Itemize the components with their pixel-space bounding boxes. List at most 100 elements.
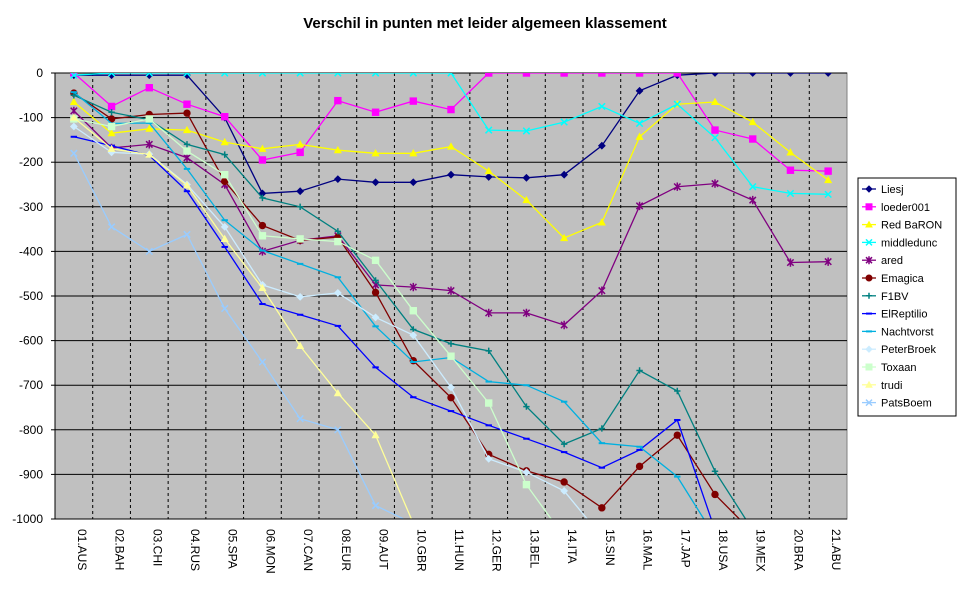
data-point — [597, 218, 606, 226]
y-tick-label: -600 — [19, 334, 43, 348]
legend-label: trudi — [881, 380, 902, 392]
legend-label: ared — [881, 255, 903, 267]
data-point — [485, 399, 493, 407]
data-point — [748, 73, 757, 77]
data-point — [711, 468, 719, 475]
data-point — [145, 115, 153, 123]
data-point — [786, 148, 795, 156]
data-point — [485, 73, 493, 77]
x-tick-label: 19.MEX — [754, 529, 768, 572]
data-point — [673, 73, 681, 77]
data-point — [258, 73, 267, 77]
data-point — [484, 126, 493, 134]
data-point — [409, 149, 418, 157]
data-point — [711, 490, 719, 499]
data-point — [749, 135, 757, 143]
x-tick-label: 12.GER — [490, 529, 504, 572]
x-tick-label: 05.SPA — [226, 529, 240, 569]
data-point — [447, 383, 455, 392]
legend-item: Toxaan — [862, 362, 916, 374]
data-point — [635, 201, 644, 211]
data-point — [522, 127, 531, 135]
data-point — [711, 179, 719, 188]
x-tick-label: 13.BEL — [527, 529, 541, 569]
x-tick-label: 14.ITA — [565, 529, 579, 563]
data-point — [107, 144, 116, 152]
legend-item: Nachtvorst — [862, 326, 934, 338]
data-point — [560, 73, 568, 77]
data-point — [711, 133, 719, 142]
legend-label: F1BV — [881, 291, 909, 303]
data-point — [333, 145, 342, 154]
data-point — [447, 73, 455, 77]
data-point — [636, 367, 643, 374]
data-point — [371, 256, 380, 265]
data-point — [334, 237, 342, 246]
series-line — [73, 91, 705, 519]
legend-marker — [865, 185, 873, 193]
y-tick-label: -400 — [19, 244, 43, 258]
data-point — [447, 105, 455, 114]
data-point — [409, 73, 418, 77]
data-point — [447, 352, 455, 360]
data-point — [786, 189, 795, 198]
data-point — [182, 125, 192, 134]
data-point — [220, 137, 229, 146]
data-point — [673, 182, 682, 191]
legend-item: ElReptilio — [862, 309, 927, 321]
series-Emagica — [70, 89, 741, 519]
legend-label: Emagica — [881, 273, 925, 285]
data-point — [296, 140, 305, 148]
x-tick-label: 08.EUR — [339, 529, 353, 571]
series-trudi — [69, 113, 413, 519]
data-point — [824, 73, 833, 77]
data-point — [220, 222, 229, 231]
data-point — [522, 308, 531, 318]
legend-marker — [865, 238, 873, 246]
legend-label: Nachtvorst — [881, 326, 934, 338]
y-tick-label: -1000 — [12, 512, 43, 526]
series-Toxaan — [70, 115, 553, 519]
legend-label: middledunc — [881, 237, 938, 249]
data-point — [522, 468, 531, 477]
data-point — [183, 147, 191, 155]
y-axis-tick-labels: 0 -100 -200 -300 -400 -500 -600 -700 -800 -900 -10… — [12, 66, 43, 526]
data-point — [145, 84, 153, 92]
data-point — [220, 234, 229, 242]
data-point — [296, 187, 305, 196]
data-point — [710, 97, 720, 106]
data-point — [673, 431, 681, 439]
data-point — [371, 149, 380, 157]
data-point — [258, 232, 267, 240]
data-point — [333, 175, 342, 184]
series-line — [73, 136, 712, 519]
x-tick-label: 17.JAP — [678, 529, 692, 568]
data-point — [748, 117, 757, 126]
data-point — [786, 258, 795, 267]
legend-marker — [865, 256, 873, 265]
x-tick-label: 09.AUT — [377, 529, 391, 570]
data-point — [786, 166, 795, 174]
series-line — [73, 117, 413, 519]
data-point — [296, 148, 304, 157]
y-tick-label: 0 — [36, 66, 43, 80]
data-point — [334, 426, 342, 434]
series-line — [73, 118, 553, 519]
data-point — [258, 283, 267, 292]
data-point — [560, 233, 569, 242]
data-point — [258, 144, 267, 152]
series-PatsBoem — [70, 149, 406, 519]
legend-item: Red BaRON — [862, 220, 942, 232]
data-point — [786, 73, 795, 77]
data-point — [560, 478, 568, 486]
data-point — [145, 150, 154, 158]
x-tick-label: 07.CAN — [301, 529, 315, 571]
data-point — [296, 292, 305, 301]
series-middledunc — [70, 73, 832, 199]
legend-marker — [865, 345, 873, 353]
data-point — [560, 440, 568, 448]
legend-marker — [866, 292, 872, 299]
y-tick-label: -300 — [19, 200, 43, 214]
data-point — [183, 141, 191, 148]
